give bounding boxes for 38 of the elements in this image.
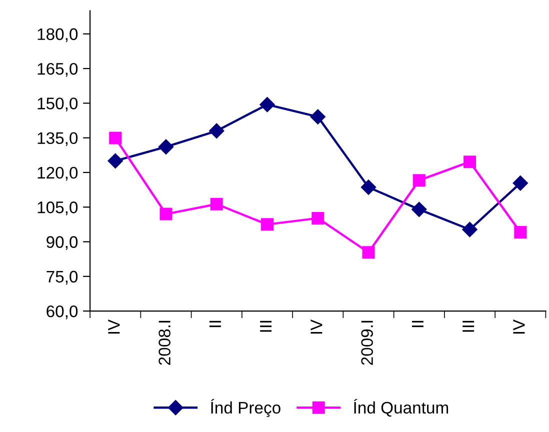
legend-label: Índ Quantum — [354, 399, 448, 417]
y-tick-label: 150,0 — [38, 98, 78, 112]
y-tick-label: 60,0 — [46, 305, 78, 320]
point — [158, 139, 174, 154]
x-tick-label: III — [260, 320, 272, 332]
point — [462, 222, 478, 238]
y-tick-label: 165,0 — [38, 62, 78, 77]
point — [412, 202, 427, 217]
point — [160, 208, 172, 220]
point — [108, 153, 123, 168]
point — [464, 156, 476, 168]
x-tick-label: IV — [108, 319, 120, 334]
x-tick-label: IV — [513, 319, 525, 334]
point — [360, 180, 376, 195]
point — [209, 123, 224, 138]
point — [310, 109, 326, 124]
y-tick-label: 90,0 — [46, 236, 78, 250]
y-tick-label: 120,0 — [38, 166, 78, 181]
point — [260, 97, 275, 112]
point — [362, 246, 375, 259]
x-tick-label: 2008.I — [158, 320, 170, 365]
x-tick-label: IV — [310, 319, 322, 334]
point — [210, 198, 223, 210]
point — [312, 212, 324, 224]
y-tick-label: 105,0 — [38, 202, 78, 216]
point — [109, 132, 122, 144]
x-tick-label: II — [209, 320, 221, 328]
x-tick-label: II — [412, 320, 424, 328]
point — [412, 174, 426, 187]
point — [514, 226, 527, 239]
x-tick-label: 2009.I — [361, 320, 373, 365]
point — [260, 218, 274, 231]
legend-label: Índ Preço — [210, 399, 280, 417]
point — [512, 176, 528, 191]
y-tick-label: 75,0 — [46, 270, 78, 285]
y-tick-label: 180,0 — [38, 28, 78, 42]
y-tick-label: 135,0 — [38, 132, 78, 146]
x-tick-label: III — [462, 320, 474, 332]
